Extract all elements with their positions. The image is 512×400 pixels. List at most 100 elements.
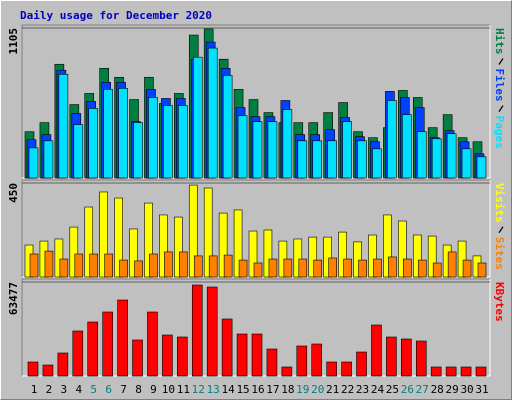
x-tick-label: 7: [120, 383, 127, 396]
bar: [174, 216, 183, 278]
bar: [341, 361, 352, 377]
legend-separator: [498, 58, 504, 65]
x-tick-label: 28: [431, 383, 444, 396]
x-tick-label: 3: [61, 383, 68, 396]
x-tick-label: 24: [371, 383, 385, 396]
bar: [89, 253, 99, 278]
legend-separator: [498, 105, 504, 112]
bar: [133, 122, 143, 179]
x-tick-label: 8: [135, 383, 142, 396]
bar: [461, 148, 472, 179]
bar: [44, 250, 54, 278]
x-tick-label: 29: [446, 383, 459, 396]
bar: [43, 140, 54, 179]
bar: [148, 97, 158, 179]
x-tick-label: 11: [177, 383, 190, 396]
bar: [147, 311, 158, 377]
bar: [415, 340, 427, 377]
bar: [238, 259, 248, 278]
legend-entry: Files: [493, 69, 506, 102]
bar: [372, 148, 382, 179]
legend-separator: [498, 226, 504, 234]
bar: [192, 56, 203, 179]
bar: [236, 333, 248, 377]
bar: [357, 140, 367, 179]
y-tick-label: 63477: [7, 282, 20, 315]
bar: [206, 286, 218, 377]
bar: [237, 115, 248, 179]
bar: [59, 258, 69, 278]
bar: [371, 324, 382, 377]
x-tick-label: 20: [311, 383, 324, 396]
bar: [251, 333, 263, 377]
bar: [233, 209, 243, 278]
bar: [312, 140, 323, 179]
bar: [218, 212, 228, 278]
bar: [42, 364, 54, 377]
bar: [311, 343, 323, 377]
x-tick-label: 16: [251, 383, 264, 396]
x-tick-label: 27: [416, 383, 429, 396]
x-tick-label: 14: [222, 383, 236, 396]
bar: [27, 361, 39, 377]
bar: [268, 258, 278, 278]
legend-entry: Sites: [493, 237, 506, 270]
bar: [445, 366, 457, 377]
bar: [266, 348, 278, 377]
bar: [298, 258, 308, 278]
bar: [28, 147, 39, 179]
bar: [383, 214, 392, 278]
bar: [102, 311, 113, 377]
bar: [253, 262, 263, 278]
bar: [293, 238, 303, 278]
bar: [252, 121, 263, 179]
x-tick-label: 15: [236, 383, 249, 396]
bar: [446, 133, 457, 179]
bar: [222, 75, 233, 179]
x-tick-label: 5: [90, 383, 97, 396]
x-tick-label: 23: [356, 383, 369, 396]
bar: [368, 234, 377, 278]
bar: [221, 318, 233, 377]
bar: [179, 251, 188, 278]
bar: [327, 140, 337, 179]
bar: [149, 253, 158, 278]
bar: [178, 105, 188, 179]
bar: [387, 100, 397, 179]
bar: [69, 226, 79, 278]
bar: [476, 156, 487, 179]
bar: [283, 258, 293, 278]
legend-entry: Pages: [493, 116, 506, 149]
bar: [388, 256, 397, 278]
bar: [356, 351, 367, 377]
bar: [159, 214, 168, 278]
bar: [248, 230, 258, 278]
bar: [373, 258, 382, 278]
bar: [114, 197, 123, 278]
bar: [88, 108, 99, 179]
x-tick-label: 25: [386, 383, 399, 396]
bar: [431, 138, 442, 179]
bar: [132, 339, 143, 377]
x-tick-label: 4: [75, 383, 82, 396]
bar: [402, 114, 412, 179]
bar: [117, 299, 128, 377]
x-tick-label: 13: [207, 383, 220, 396]
bar: [267, 121, 278, 179]
chart-title: Daily usage for December 2020: [20, 9, 212, 22]
bar: [223, 254, 233, 278]
bar: [119, 259, 128, 278]
bar: [104, 253, 113, 278]
bar: [72, 330, 84, 377]
bar: [427, 235, 437, 278]
x-tick-label: 1: [31, 383, 38, 396]
bar: [134, 260, 143, 278]
x-tick-label: 6: [105, 383, 112, 396]
bar: [462, 259, 472, 278]
bar: [297, 140, 308, 179]
x-tick-label: 19: [296, 383, 309, 396]
x-tick-label: 21: [326, 383, 339, 396]
bar: [281, 366, 293, 377]
x-tick-label: 18: [281, 383, 294, 396]
